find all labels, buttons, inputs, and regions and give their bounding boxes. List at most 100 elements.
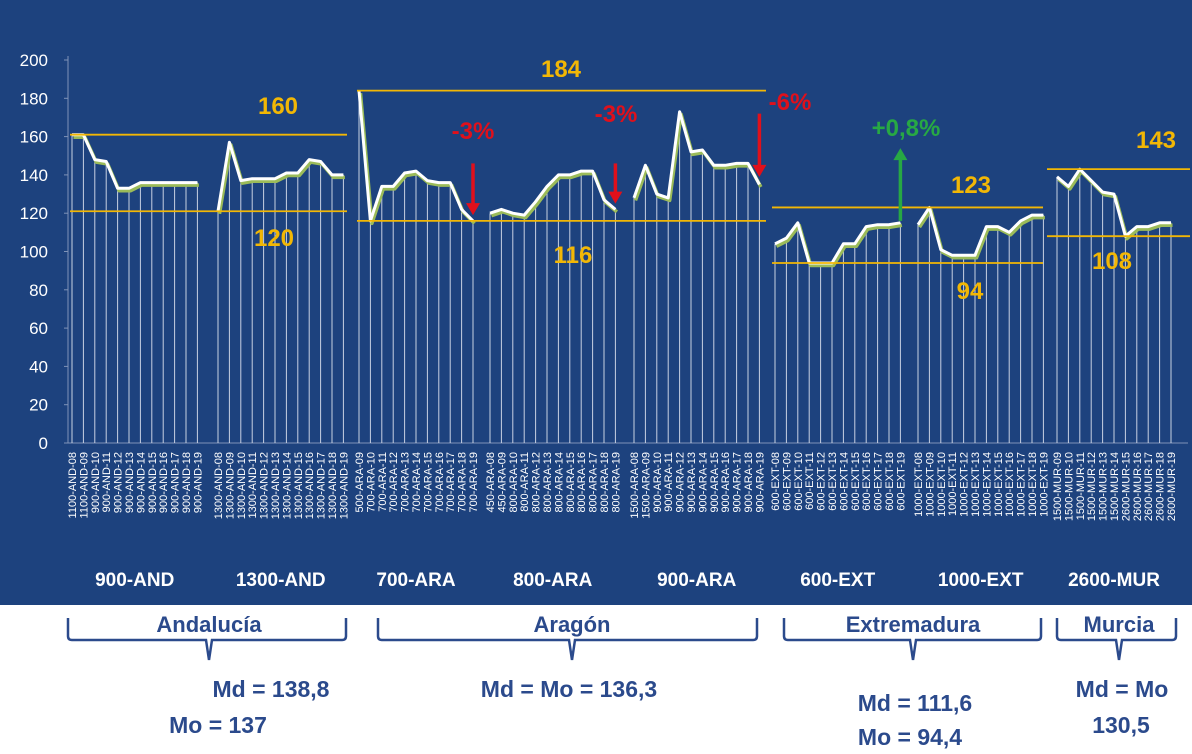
series-line-800-ARA [489, 169, 617, 217]
reference-label: 108 [1092, 248, 1132, 275]
x-tick-label: 700-ARA-11 [377, 452, 389, 512]
region-brackets: Andalucía Md = 138,8 Mo = 137 Aragón Md = Mo… [66, 612, 1178, 750]
x-tick-label: 900-ARA-12 [675, 452, 687, 513]
group-labels: 900-AND 1300-AND 700-ARA 800-ARA 900-ARA 600-… [95, 570, 1160, 591]
x-tick-label: 600-EXT-17 [873, 452, 885, 511]
x-tick-label: 900-AND-14 [135, 452, 147, 513]
x-tick-label: 1300-AND-19 [338, 452, 350, 519]
x-tick-label: 900-AND-11 [101, 452, 113, 512]
group-label: 1000-EXT [938, 570, 1024, 591]
x-tick-label: 800-ARA-16 [576, 452, 588, 513]
group-label: 900-AND [95, 570, 174, 591]
x-tick-label: 900-ARA-17 [732, 452, 744, 513]
x-tick-label: 800-ARA-10 [508, 452, 520, 513]
annotation-arrow-head [752, 164, 767, 177]
x-tick-label: 1000-EXT-18 [1027, 452, 1039, 517]
x-tick-label: 1500-MUR-11 [1075, 452, 1087, 520]
series-line-600-EXT [774, 221, 901, 265]
x-tick-label: 600-EXT-16 [861, 452, 873, 511]
group-label: 700-ARA [376, 570, 455, 591]
y-tick-label: 100 [20, 243, 48, 262]
x-tick-label: 800-ARA-11 [519, 452, 531, 512]
x-tick-label: 1000-EXT-08 [913, 452, 925, 517]
reference-label: 123 [951, 172, 991, 199]
series-line-900-ARA [632, 110, 761, 200]
x-tick-label: 900-AND-10 [90, 452, 102, 513]
group-label: 900-ARA [657, 570, 736, 591]
series-line-shadow [775, 223, 903, 268]
x-tick-label: 1300-AND-17 [316, 452, 328, 519]
region-stat: Md = 111,6 [858, 690, 972, 716]
region-stat: Md = 138,8 [213, 676, 330, 702]
x-tick-label: 1300-AND-13 [270, 452, 282, 519]
x-tick-label: 700-ARA-14 [411, 452, 423, 513]
x-tick-label: 1000-EXT-16 [1004, 452, 1016, 517]
reference-label: 143 [1136, 127, 1176, 154]
series-line-1300-AND [216, 140, 344, 212]
x-tick-label: 900-ARA-13 [686, 452, 698, 513]
x-tick-label: 1000-EXT-10 [936, 452, 948, 517]
series-line-700-ARA [357, 90, 475, 223]
x-tick-label: 1300-AND-12 [259, 452, 271, 519]
y-tick-label: 160 [20, 128, 48, 147]
region-label: Extremadura [846, 612, 981, 637]
x-tick-label: 900-AND-12 [113, 452, 125, 513]
annotation-label: -3% [452, 118, 495, 145]
region-label: Aragón [534, 612, 611, 637]
series-line-2600-MUR [1056, 167, 1171, 238]
region-stat: Md = Mo = 136,3 [481, 676, 657, 702]
drop-lines [71, 90, 1172, 443]
region-bracket [1055, 618, 1178, 661]
region-stat: Mo = 137 [169, 712, 267, 738]
x-tick-label: 1300-AND-16 [304, 452, 316, 519]
x-tick-label: 1100-AND-08 [67, 452, 79, 518]
y-axis: 0 20 40 60 80 100 120 140 160 180 200 [20, 51, 1188, 453]
chart-background [0, 0, 1192, 605]
y-tick-label: 0 [39, 434, 48, 453]
annotation-label: +0,8% [872, 115, 941, 142]
x-tick-label: 600-EXT-10 [793, 452, 805, 511]
x-tick-label: 1500-MUR-13 [1098, 452, 1110, 521]
y-tick-label: 60 [29, 319, 48, 338]
reference-label: 120 [254, 225, 294, 252]
x-tick-label: 1000-EXT-13 [970, 452, 982, 517]
x-tick-label: 600-EXT-15 [850, 452, 862, 511]
reference-label: 184 [541, 56, 582, 83]
x-tick-label: 600-EXT-18 [884, 452, 896, 511]
x-tick-label: 700-ARA-18 [457, 452, 469, 513]
group-label: 800-ARA [513, 570, 592, 591]
x-tick-label: 900-AND-19 [192, 452, 204, 513]
x-tick-label: 450-ARA-09 [496, 452, 508, 513]
x-tick-label: 1300-AND-18 [327, 452, 339, 519]
x-tick-label: 600-EXT-14 [838, 452, 850, 511]
x-tick-label: 1500-MUR-10 [1063, 452, 1075, 521]
x-tick-label: 700-ARA-12 [388, 452, 400, 513]
x-tick-label: 1300-AND-15 [293, 452, 305, 519]
x-tick-label: 800-ARA-14 [553, 452, 565, 513]
region-stat: Mo = 94,4 [858, 724, 962, 750]
x-tick-label: 700-ARA-15 [422, 452, 434, 513]
x-tick-label: 800-ARA-19 [610, 452, 622, 513]
x-tick-label: 1000-EXT-12 [959, 452, 971, 517]
x-tick-label: 1300-AND-08 [213, 452, 225, 519]
x-tick-label: 600-EXT-12 [816, 452, 828, 511]
y-tick-label: 200 [20, 51, 48, 70]
annotation-arrow-head [893, 148, 908, 161]
x-tick-label: 1300-AND-10 [236, 452, 248, 519]
x-tick-label: 800-ARA-17 [588, 452, 600, 513]
x-tick-label: 900-ARA-19 [754, 452, 766, 513]
annotations: -3% -3% -6% +0,8% [452, 89, 941, 221]
series-lines [72, 90, 1173, 268]
series-line-shadow [217, 143, 345, 215]
region-bracket [66, 618, 348, 661]
x-tick-label: 800-ARA-12 [531, 452, 543, 513]
series-line-1000-EXT [916, 206, 1044, 257]
x-tick-label: 900-ARA-10 [652, 452, 664, 513]
x-tick-label: 1500-MUR-12 [1086, 452, 1098, 521]
x-tick-label: 1300-AND-11 [247, 452, 259, 518]
x-tick-label: 450-ARA-08 [485, 452, 497, 513]
x-tick-label: 900-AND-18 [181, 452, 193, 513]
annotation-arrow-head [608, 191, 623, 204]
x-tick-label: 2600-MUR-17 [1143, 452, 1155, 521]
x-tick-label: 500-ARA-09 [354, 452, 366, 513]
